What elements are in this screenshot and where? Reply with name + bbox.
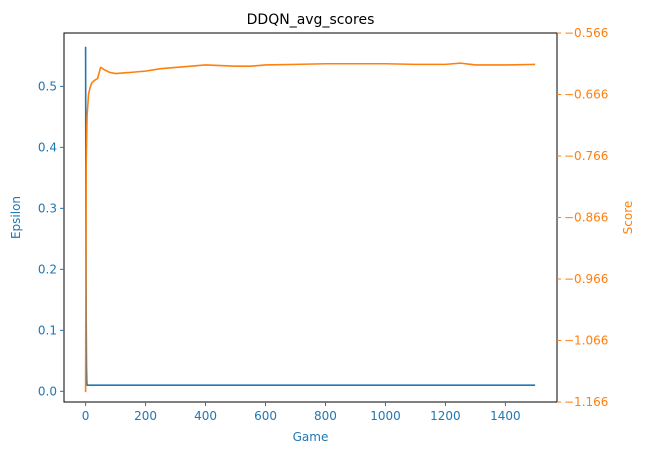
right-y-tick-label: −0.766 — [564, 149, 608, 163]
right-y-tick-label: −1.066 — [564, 334, 608, 348]
right-y-tick-label: −1.166 — [564, 395, 608, 409]
left-y-tick-label: 0.0 — [38, 384, 57, 398]
left-y-tick-label: 0.3 — [38, 201, 57, 215]
left-y-axis-label: Epsilon — [9, 196, 23, 239]
x-tick-label: 800 — [314, 409, 337, 423]
right-y-tick-label: −0.566 — [564, 26, 608, 40]
left-y-tick-label: 0.1 — [38, 323, 57, 337]
chart-title: DDQN_avg_scores — [247, 12, 375, 28]
left-y-axis: 0.0 0.1 0.2 0.3 0.4 0.5 — [38, 79, 64, 398]
left-y-tick-label: 0.2 — [38, 262, 57, 276]
x-tick-label: 1400 — [490, 409, 521, 423]
epsilon-series-line — [84, 46, 536, 387]
right-y-tick-label: −0.666 — [564, 88, 608, 102]
left-y-tick-label: 0.4 — [38, 140, 57, 154]
right-y-axis: −1.166 −1.066 −0.966 −0.866 −0.766 −0.666 −0.5… — [557, 26, 608, 409]
x-tick-label: 400 — [194, 409, 217, 423]
score-series-line — [84, 62, 536, 393]
x-tick-label: 1000 — [370, 409, 401, 423]
x-tick-label: 0 — [82, 409, 90, 423]
x-tick-label: 200 — [134, 409, 157, 423]
right-y-tick-label: −0.966 — [564, 272, 608, 286]
plot-lines — [84, 46, 536, 393]
x-tick-label: 1200 — [430, 409, 461, 423]
right-y-axis-label: Score — [621, 201, 635, 235]
plot-frame — [63, 32, 558, 403]
left-y-tick-label: 0.5 — [38, 79, 57, 93]
right-y-tick-label: −0.866 — [564, 211, 608, 225]
x-tick-label: 600 — [254, 409, 277, 423]
x-axis: 0 200 400 600 800 1000 1200 1400 — [82, 402, 521, 423]
x-axis-label: Game — [293, 430, 329, 444]
